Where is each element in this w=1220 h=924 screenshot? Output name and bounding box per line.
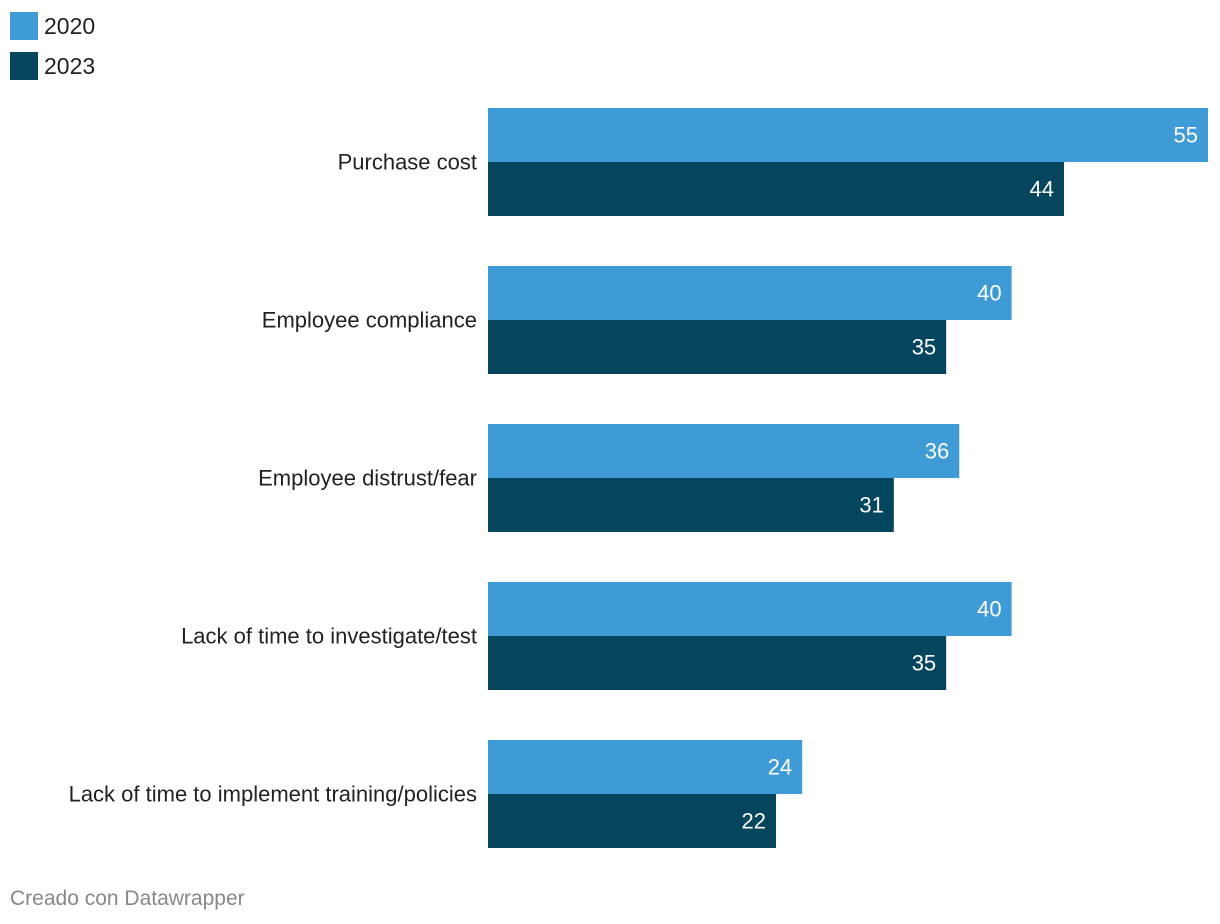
value-label-2020-purchase-cost: 55: [1174, 123, 1198, 148]
category-label-lack-of-time-to-implement-training-policies: Lack of time to implement training/polic…: [69, 782, 477, 807]
value-label-2023-employee-compliance: 35: [912, 335, 936, 360]
category-label-lack-of-time-to-investigate-test: Lack of time to investigate/test: [181, 624, 477, 649]
value-label-2023-employee-distrust-fear: 31: [859, 493, 883, 518]
footer-credit: Creado con Datawrapper: [10, 887, 245, 910]
value-label-2020-employee-compliance: 40: [977, 281, 1001, 306]
legend-label-2023: 2023: [44, 53, 96, 79]
bar-2020-purchase-cost: [488, 108, 1208, 162]
bar-2023-lack-of-time-to-investigate-test: [488, 636, 947, 690]
value-label-2023-lack-of-time-to-investigate-test: 35: [912, 651, 936, 676]
value-label-2020-employee-distrust-fear: 36: [925, 439, 949, 464]
value-label-2023-purchase-cost: 44: [1030, 177, 1054, 202]
value-label-2023-lack-of-time-to-implement-training-policies: 22: [742, 809, 766, 834]
value-label-2020-lack-of-time-to-investigate-test: 40: [977, 597, 1001, 622]
category-label-employee-compliance: Employee compliance: [262, 308, 477, 333]
bar-2023-employee-distrust-fear: [488, 478, 894, 532]
legend-swatch-2020: [10, 12, 38, 40]
bar-2023-employee-compliance: [488, 320, 947, 374]
legend-item-2020: 2020: [10, 12, 95, 40]
legend-label-2020: 2020: [44, 13, 96, 39]
bar-2023-lack-of-time-to-implement-training-policies: [488, 794, 776, 848]
bar-2020-lack-of-time-to-investigate-test: [488, 582, 1012, 636]
legend-swatch-2023: [10, 52, 38, 80]
category-label-purchase-cost: Purchase cost: [338, 150, 477, 175]
value-label-2020-lack-of-time-to-implement-training-policies: 24: [768, 755, 792, 780]
bar-2020-employee-compliance: [488, 266, 1012, 320]
bar-2023-purchase-cost: [488, 162, 1064, 216]
legend-item-2023: 2023: [10, 52, 95, 80]
legend: 2020 2023: [10, 12, 95, 92]
bar-2020-employee-distrust-fear: [488, 424, 960, 478]
bar-2020-lack-of-time-to-implement-training-policies: [488, 740, 803, 794]
category-label-employee-distrust-fear: Employee distrust/fear: [258, 466, 477, 491]
